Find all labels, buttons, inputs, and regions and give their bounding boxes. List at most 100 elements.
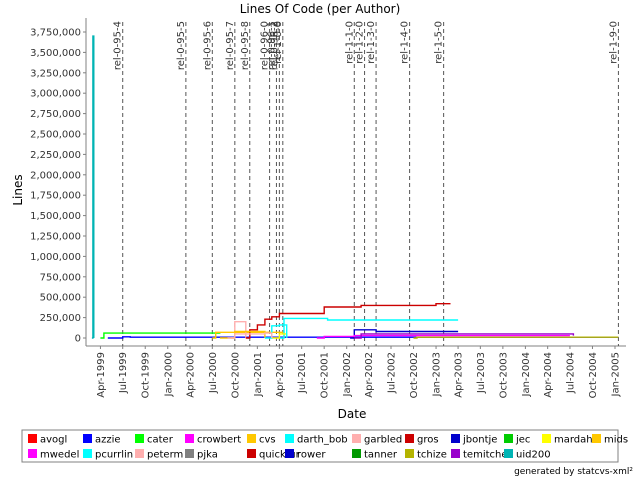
legend-swatch-gros (405, 434, 414, 443)
series-line-cater (100, 332, 221, 339)
plot-area (86, 18, 626, 346)
chart-title: Lines Of Code (per Author) (240, 2, 401, 16)
legend-label-tchize: tchize (417, 450, 447, 461)
release-marker-label: rel-1-5-0 (434, 21, 445, 64)
y-tick-label: 3,750,000 (30, 28, 81, 39)
y-tick-label: 1,500,000 (30, 211, 81, 222)
release-marker-label: rel-1-0-0 (273, 21, 284, 64)
release-marker-label: rel-0-95-7 (225, 21, 236, 70)
y-tick-label: 3,250,000 (30, 68, 81, 79)
release-marker-label: rel-1-4-0 (400, 21, 411, 64)
legend-swatch-avogl (28, 434, 37, 443)
legend-swatch-garbled (352, 434, 361, 443)
x-tick-label: Apr-2001 (275, 352, 286, 398)
series-line-peterm (227, 332, 273, 339)
y-tick-label: 2,750,000 (30, 109, 81, 120)
x-tick-label: Oct-2001 (320, 352, 331, 398)
x-tick-label: Apr-2004 (543, 352, 554, 398)
x-tick-label: Apr-1999 (96, 352, 107, 398)
legend-label-tanner: tanner (364, 450, 398, 461)
legend-swatch-cater (135, 434, 144, 443)
y-tick-label: 3,500,000 (30, 48, 81, 59)
legend-label-mids: mids (604, 435, 628, 446)
legend-swatch-mardahl (542, 434, 551, 443)
x-tick-label: Jan-2000 (163, 352, 174, 397)
x-tick-label: Jan-2001 (253, 352, 264, 397)
x-axis-label: Date (338, 407, 367, 421)
legend-label-garbled: garbled (364, 435, 402, 446)
legend-label-jbontje: jbontje (462, 435, 497, 446)
release-marker-label: rel-0-95-5 (176, 21, 187, 70)
x-tick-label: Apr-2003 (454, 352, 465, 398)
legend-swatch-jec (504, 434, 513, 443)
legend-label-mwedel: mwedel (40, 450, 79, 461)
release-marker-label: rel-1-9-0 (608, 21, 619, 64)
y-tick-label: 2,500,000 (30, 130, 81, 141)
x-tick-label: Oct-1999 (141, 352, 152, 398)
legend-swatch-azzie (83, 434, 92, 443)
legend-label-uid200: uid200 (516, 450, 551, 461)
series-lines (91, 35, 619, 339)
y-tick-label: 1,750,000 (30, 191, 81, 202)
legend-label-rower: rower (297, 450, 326, 461)
legend-swatch-crowbert (185, 434, 194, 443)
plot-background (86, 18, 626, 346)
x-tick-label: Jan-2005 (610, 352, 621, 397)
release-marker-label: rel-0-96-1 (266, 21, 277, 70)
legend-swatch-quickfur (247, 449, 256, 458)
release-marker-label: rel-0-95-8 (240, 21, 251, 70)
series-line-tchize (413, 336, 619, 339)
x-tick-label: Jan-2003 (432, 352, 443, 397)
series-line-darth_bob (279, 317, 459, 339)
legend-label-mardahl: mardahl (554, 435, 595, 446)
y-axis-label: Lines (11, 174, 25, 205)
x-tick-label: Oct-2000 (230, 352, 241, 398)
release-marker-label: rel-0-95-4 (113, 21, 124, 70)
y-tick-label: 500,000 (40, 293, 81, 304)
legend-label-jec: jec (515, 435, 530, 446)
x-tick-label: Oct-2003 (498, 352, 509, 398)
series-line-azzie (107, 336, 619, 339)
legend-label-crowbert: crowbert (197, 435, 241, 446)
legend-swatch-tchize (405, 449, 414, 458)
legend-swatch-cvs (247, 434, 256, 443)
y-tick-label: 250,000 (40, 313, 81, 324)
legend-label-temitchell: temitchell (463, 450, 513, 461)
legend-label-cater: cater (147, 435, 174, 446)
x-tick-label: Apr-2000 (186, 352, 197, 398)
legend-swatch-uid200 (504, 449, 513, 458)
legend-label-cvs: cvs (259, 435, 276, 446)
x-tick-label: Jul-2003 (476, 352, 487, 394)
x-tick-label: Jan-2002 (342, 352, 353, 397)
legend-swatch-jbontje (451, 434, 460, 443)
y-tick-label: 2,250,000 (30, 150, 81, 161)
x-tick-label: Jul-2002 (387, 352, 398, 394)
series-line-mwedel (316, 334, 570, 339)
y-tick-label: 2,000,000 (30, 170, 81, 181)
legend-swatch-temitchell (451, 449, 460, 458)
legend-swatch-mwedel (28, 449, 37, 458)
y-tick-label: 1,000,000 (30, 252, 81, 263)
release-marker-label: rel-1-2-0 (355, 21, 366, 64)
legend-label-azzie: azzie (95, 435, 121, 446)
legend-label-gros: gros (417, 435, 439, 446)
legend-swatch-peterm (135, 449, 144, 458)
legend-swatch-darth_bob (285, 434, 294, 443)
release-marker-label: rel-1-3-0 (366, 21, 377, 64)
legend-label-quickfur: quickfur (259, 450, 301, 461)
legend-label-peterm: peterm (147, 450, 183, 461)
x-tick-label: Apr-2002 (364, 352, 375, 398)
release-markers: rel-0-95-4 rel-0-95-5 rel-0-95-6 rel-0-95-7… (113, 21, 619, 346)
legend-label-avogl: avogl (40, 435, 67, 446)
release-marker-label: rel-0-95-6 (202, 21, 213, 70)
x-tick-label: Jul-1999 (118, 352, 129, 394)
x-tick-label: Oct-2004 (588, 352, 599, 398)
legend-swatch-rower (285, 449, 294, 458)
x-tick-label: Jul-2001 (297, 352, 308, 394)
footer-credit: generated by statcvs-xml² (514, 467, 633, 477)
y-axis: 0 250,000 500,000 750,000 1,000,000 1,250,000… (30, 18, 87, 346)
legend-box (21, 429, 619, 463)
x-tick-label: Jul-2000 (208, 352, 219, 394)
x-axis: Apr-1999 Jul-1999 Oct-1999 Jan-2000 Apr-2000… (86, 345, 626, 398)
